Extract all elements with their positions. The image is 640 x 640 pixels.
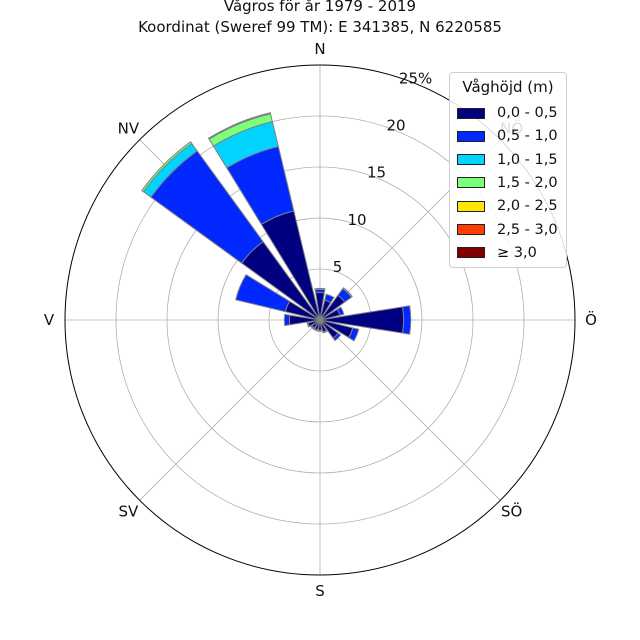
legend-swatch xyxy=(457,177,485,189)
legend-label: 2,5 - 3,0 xyxy=(497,221,558,238)
direction-label-2: Ö xyxy=(585,310,597,329)
legend-swatch xyxy=(457,200,485,212)
grid-spoke xyxy=(319,319,501,501)
legend: Våghöjd (m) 0,0 - 0,5 0,5 - 1,0 1,0 - 1,5 1… xyxy=(449,72,567,268)
bar-NÖ-series-2 xyxy=(342,287,353,298)
bar-Ö-series-1 xyxy=(402,305,412,335)
legend-entry: 1,5 - 2,0 xyxy=(457,173,558,193)
outer-circle xyxy=(64,64,576,576)
legend-label: ≥ 3,0 xyxy=(497,244,537,261)
bar-SSÖ-series-1 xyxy=(322,329,328,334)
legend-label: 0,0 - 0,5 xyxy=(497,105,558,121)
bar-NNV-series-4 xyxy=(207,112,272,140)
chart-subtitle: Koordinat (Sweref 99 TM): E 341385, N 62… xyxy=(138,18,502,36)
bar-S-series-1 xyxy=(317,329,323,332)
bar-NNÖ-series-1 xyxy=(324,293,335,304)
legend-entry: 2,0 - 2,5 xyxy=(457,196,558,216)
legend-label: 1,0 - 1,5 xyxy=(497,151,558,168)
direction-label-0: N xyxy=(314,40,325,58)
bar-ÖNÖ-series-1 xyxy=(336,306,345,316)
bar-VNV-series-1 xyxy=(235,274,291,313)
direction-label-4: S xyxy=(315,582,325,600)
radial-tick-label: 15 xyxy=(367,164,386,182)
legend-label: 0,5 - 1,0 xyxy=(497,128,558,145)
bar-SV-series-1 xyxy=(310,325,315,330)
bar-V-series-1 xyxy=(283,313,291,327)
legend-entry: 2,5 - 3,0 xyxy=(457,220,558,240)
bar-NV-series-3 xyxy=(141,141,193,193)
legend-entry: 1,0 - 1,5 xyxy=(457,150,558,170)
direction-label-6: V xyxy=(44,311,55,329)
direction-label-5: SV xyxy=(118,503,139,521)
radial-tick-label: 20 xyxy=(387,117,406,135)
direction-label-3: SÖ xyxy=(501,502,522,521)
legend-swatch xyxy=(457,130,485,142)
chart-title: Vågros för år 1979 - 2019 xyxy=(223,0,417,15)
bar-SÖ-series-1 xyxy=(332,332,342,342)
bar-ÖSÖ-series-1 xyxy=(348,327,360,342)
legend-swatch xyxy=(457,224,485,235)
legend-entry: 0,5 - 1,0 xyxy=(457,126,558,146)
legend-entry: 0,0 - 0,5 xyxy=(457,103,558,123)
direction-label-7: NV xyxy=(118,119,140,137)
legend-swatch xyxy=(457,247,485,259)
bar-N-series-2 xyxy=(314,287,326,291)
legend-label: 2,0 - 2,5 xyxy=(497,198,558,215)
legend-title: Våghöjd (m) xyxy=(462,78,554,96)
legend-swatch xyxy=(457,107,485,119)
radial-tick-label: 10 xyxy=(347,211,366,229)
radial-tick-label: 5 xyxy=(333,258,343,276)
radial-tick-label: 25% xyxy=(399,69,432,87)
legend-label: 1,5 - 2,0 xyxy=(497,174,558,191)
bar-VSV-series-1 xyxy=(306,322,311,328)
legend-swatch xyxy=(457,154,485,166)
rose-bars xyxy=(141,112,412,342)
grid-spoke xyxy=(139,319,321,501)
legend-entry: ≥ 3,0 xyxy=(457,243,537,263)
bar-SSV-series-1 xyxy=(313,328,319,332)
